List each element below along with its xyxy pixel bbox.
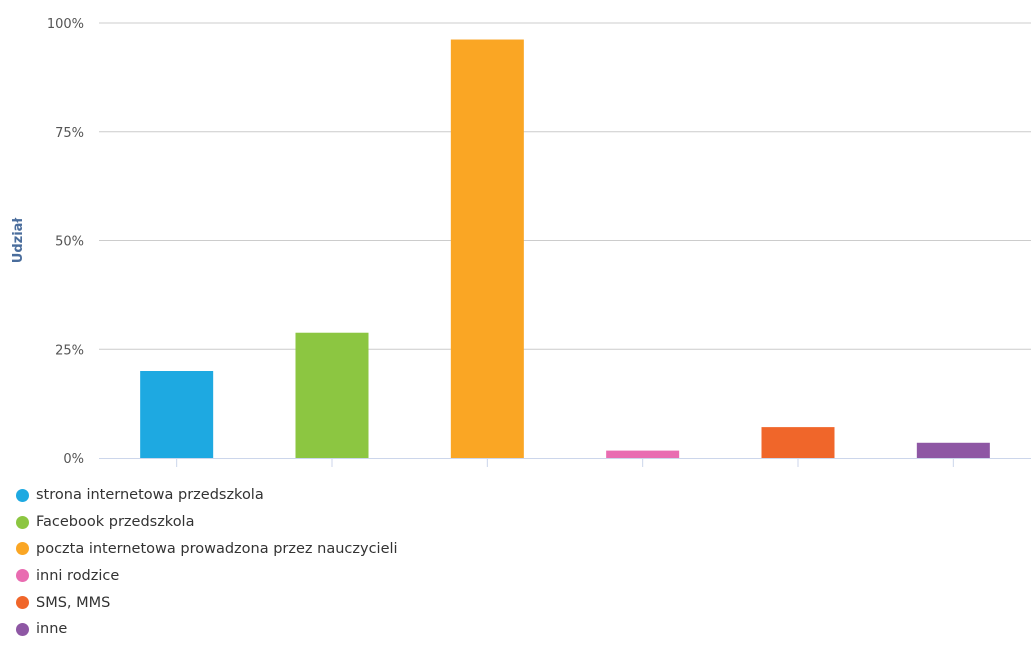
bar[interactable] [295, 333, 368, 458]
y-tick-label: 25% [55, 343, 84, 358]
legend-label: inne [36, 621, 67, 637]
legend: strona internetowa przedszkola Facebook p… [16, 482, 716, 643]
bar[interactable] [917, 443, 990, 458]
bar[interactable] [761, 427, 834, 458]
legend-marker [16, 489, 29, 502]
legend-label: inni rodzice [36, 568, 119, 584]
legend-label: poczta internetowa prowadzona przez nauc… [36, 541, 398, 557]
legend-marker [16, 623, 29, 636]
y-tick-label: 100% [47, 17, 84, 32]
legend-item[interactable]: SMS, MMS [16, 589, 716, 616]
legend-item[interactable]: inne [16, 616, 716, 643]
legend-marker [16, 542, 29, 555]
legend-label: Facebook przedszkola [36, 514, 194, 530]
y-axis-tick-labels: 0% 25% 50% 75% 100% [47, 17, 84, 467]
legend-item[interactable]: poczta internetowa prowadzona przez nauc… [16, 536, 716, 563]
bars [140, 40, 990, 458]
y-tick-label: 50% [55, 235, 84, 250]
legend-item[interactable]: inni rodzice [16, 562, 716, 589]
legend-item[interactable]: Facebook przedszkola [16, 509, 716, 536]
y-tick-label: 75% [55, 126, 84, 141]
legend-label: strona internetowa przedszkola [36, 487, 264, 503]
bar[interactable] [140, 371, 213, 458]
bar[interactable] [606, 451, 679, 458]
y-axis-title: Udział [11, 217, 26, 264]
y-tick-label: 0% [63, 452, 84, 467]
legend-marker [16, 596, 29, 609]
legend-item[interactable]: strona internetowa przedszkola [16, 482, 716, 509]
gridlines [99, 23, 1031, 349]
legend-marker [16, 569, 29, 582]
legend-marker [16, 516, 29, 529]
legend-label: SMS, MMS [36, 595, 110, 611]
x-axis-ticks [177, 458, 954, 467]
bar[interactable] [451, 40, 524, 458]
